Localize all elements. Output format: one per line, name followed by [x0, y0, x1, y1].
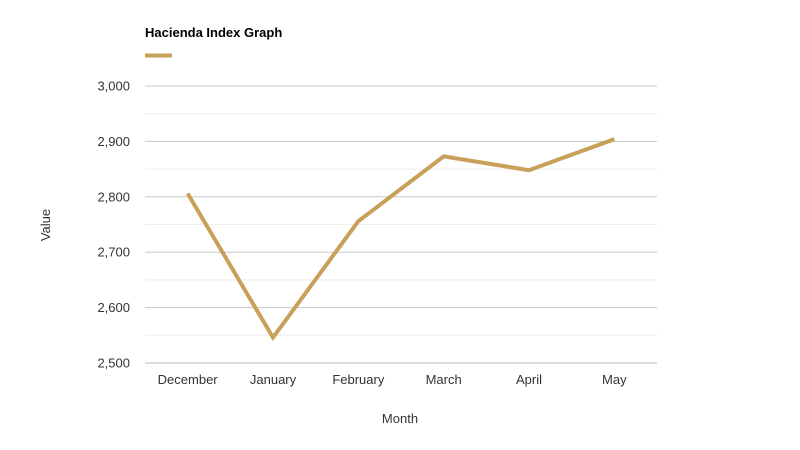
x-tick-label: May: [602, 372, 627, 387]
y-tick-label: 3,000: [97, 79, 130, 94]
y-tick-label: 2,800: [97, 189, 130, 204]
gridlines: [145, 85, 657, 364]
legend-series-label: Hacienda Index Graph: [145, 25, 282, 40]
x-tick-label: January: [250, 372, 297, 387]
x-tick-label: March: [426, 372, 462, 387]
x-tick-label: February: [332, 372, 385, 387]
y-tick-label: 2,600: [97, 300, 130, 315]
x-tick-label: December: [158, 372, 219, 387]
y-axis-ticks: 2,500 2,600 2,700 2,800 2,900 3,000: [97, 79, 130, 371]
series-line: [185, 137, 616, 342]
x-axis-ticks: December January February March April May: [158, 372, 627, 387]
x-tick-label: April: [516, 372, 542, 387]
y-tick-label: 2,700: [97, 245, 130, 260]
y-tick-label: 2,900: [97, 134, 130, 149]
y-tick-label: 2,500: [97, 356, 130, 371]
y-axis-title: Value: [38, 209, 53, 241]
x-axis-title: Month: [382, 411, 418, 426]
series-group: [185, 137, 616, 342]
legend: Hacienda Index Graph: [145, 25, 282, 58]
